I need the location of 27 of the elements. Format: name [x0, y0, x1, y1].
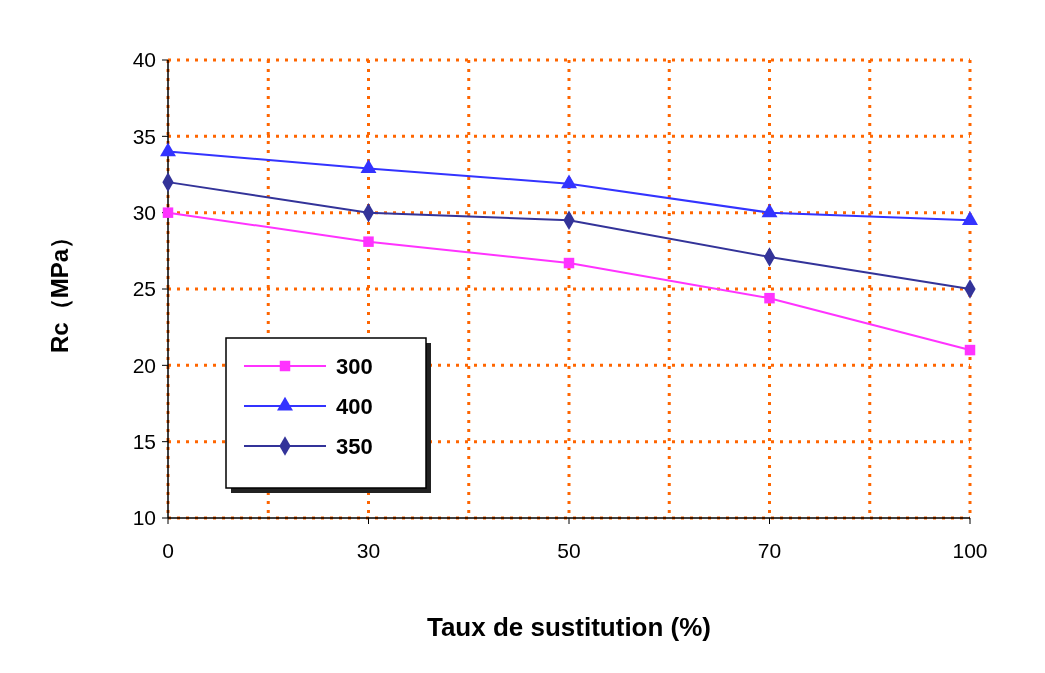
- x-axis-title: Taux de sustitution (%): [426, 612, 712, 642]
- y-tick-label: 25: [132, 277, 156, 301]
- point: [764, 292, 775, 304]
- y-tick-label: 40: [132, 48, 156, 72]
- point: [962, 211, 978, 225]
- x-tick-label: 50: [557, 539, 581, 562]
- point: [761, 203, 778, 218]
- legend-label: 400: [336, 394, 373, 419]
- y-tick-label: 15: [132, 430, 156, 454]
- point: [160, 142, 176, 157]
- y-tick-label: 20: [132, 353, 156, 377]
- point: [363, 236, 374, 247]
- point: [162, 207, 174, 218]
- point: [360, 159, 377, 173]
- x-tick-label: 0: [162, 539, 174, 562]
- point: [964, 344, 976, 356]
- y-tick-label: 35: [132, 124, 156, 148]
- x-tick-label: 70: [757, 539, 782, 562]
- legend-label: 350: [336, 434, 373, 459]
- point: [561, 174, 577, 189]
- y-tick-label: 10: [132, 506, 156, 530]
- y-axis-title: Rc（MPa）: [46, 224, 73, 354]
- x-tick-label: 100: [952, 539, 988, 562]
- legend-label: 300: [336, 354, 373, 379]
- y-tick-label: 30: [132, 201, 156, 225]
- point: [563, 257, 575, 269]
- x-tick-label: 30: [356, 539, 381, 562]
